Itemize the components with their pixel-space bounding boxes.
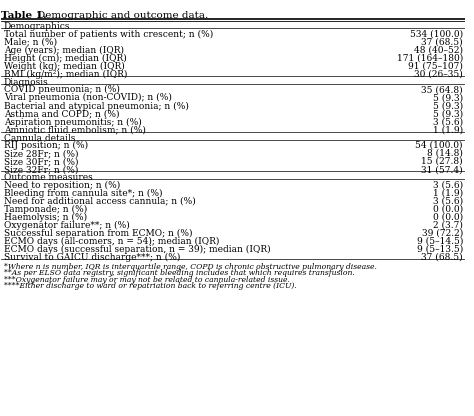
Text: Tamponade; n (%): Tamponade; n (%) [4,205,87,214]
Text: 5 (9.3): 5 (9.3) [433,102,463,110]
Text: 54 (100.0): 54 (100.0) [415,141,463,150]
Text: Size 32Fr; n (%): Size 32Fr; n (%) [4,165,78,174]
Text: 171 (164–180): 171 (164–180) [397,54,463,63]
Text: 91 (75–107): 91 (75–107) [408,62,463,71]
Text: Height (cm); median (IQR): Height (cm); median (IQR) [4,54,127,63]
Text: 5 (9.3): 5 (9.3) [433,109,463,119]
Text: 39 (72.2): 39 (72.2) [422,229,463,238]
Text: 1 (1.9): 1 (1.9) [433,126,463,135]
Text: 3 (5.6): 3 (5.6) [433,181,463,189]
Text: Age (years); median (IQR): Age (years); median (IQR) [4,46,124,55]
Text: Survival to GAICU discharge***; n (%): Survival to GAICU discharge***; n (%) [4,253,180,262]
Text: Outcome measures: Outcome measures [4,173,92,182]
Text: Viral pneumonia (non-COVID); n (%): Viral pneumonia (non-COVID); n (%) [4,93,172,102]
Text: 37 (68.5): 37 (68.5) [421,253,463,262]
Text: 48 (40–52): 48 (40–52) [414,46,463,55]
Text: ***Oxygenator failure may or may not be related to cannula-related issue.: ***Oxygenator failure may or may not be … [4,276,290,284]
Text: Diagnosis: Diagnosis [4,78,48,87]
Text: Bacterial and atypical pneumonia; n (%): Bacterial and atypical pneumonia; n (%) [4,102,189,111]
Text: 35 (64.8): 35 (64.8) [421,85,463,94]
Text: Size 28Fr; n (%): Size 28Fr; n (%) [4,149,78,158]
Text: 1 (1.9): 1 (1.9) [433,188,463,198]
Text: 3 (5.6): 3 (5.6) [433,196,463,206]
Text: Asthma and COPD; n (%): Asthma and COPD; n (%) [4,109,119,119]
Text: Oxygenator failure**; n (%): Oxygenator failure**; n (%) [4,220,129,230]
Text: 534 (100.0): 534 (100.0) [410,30,463,39]
Text: 5 (9.3): 5 (9.3) [433,93,463,102]
Text: Weight (kg); median (IQR): Weight (kg); median (IQR) [4,62,125,71]
Text: **As per ELSO data registry, significant bleeding includes that which requires t: **As per ELSO data registry, significant… [4,270,355,277]
Text: 30 (26–35): 30 (26–35) [414,70,463,79]
Text: *Where n is number, IQR is interquartile range, COPD is chronic obstructive pulm: *Where n is number, IQR is interquartile… [4,263,376,271]
Text: Demographics: Demographics [4,22,70,32]
Text: ECMO days (successful separation, n = 39); median (IQR): ECMO days (successful separation, n = 39… [4,245,270,254]
Text: Cannula details: Cannula details [4,134,75,143]
Text: 8 (14.8): 8 (14.8) [427,149,463,158]
Text: Need for additional access cannula; n (%): Need for additional access cannula; n (%… [4,196,195,206]
Text: Total number of patients with crescent; n (%): Total number of patients with crescent; … [4,30,213,39]
Text: Aspiration pneumonitis; n (%): Aspiration pneumonitis; n (%) [4,118,141,126]
Text: 2 (3.7): 2 (3.7) [433,220,463,230]
Text: Size 30Fr; n (%): Size 30Fr; n (%) [4,157,78,166]
Text: ****Either discharge to ward or repatriation back to referring centre (ICU).: ****Either discharge to ward or repatria… [4,282,296,290]
Text: ECMO days (all-comers, n = 54); median (IQR): ECMO days (all-comers, n = 54); median (… [4,237,219,246]
Text: Bleeding from cannula site*; n (%): Bleeding from cannula site*; n (%) [4,188,162,198]
Text: BMI (kg/m²); median (IQR): BMI (kg/m²); median (IQR) [4,70,127,79]
Text: Successful separation from ECMO; n (%): Successful separation from ECMO; n (%) [4,229,192,238]
Text: Need to reposition; n (%): Need to reposition; n (%) [4,181,120,190]
Text: Table 1.: Table 1. [1,11,47,20]
Text: Haemolysis; n (%): Haemolysis; n (%) [4,213,87,222]
Text: Demographic and outcome data.: Demographic and outcome data. [36,11,208,20]
Text: 9 (5–14.5): 9 (5–14.5) [417,237,463,246]
Text: 31 (57.4): 31 (57.4) [421,165,463,174]
Text: 0 (0.0): 0 (0.0) [433,213,463,222]
Text: 15 (27.8): 15 (27.8) [421,157,463,166]
Text: RIJ position; n (%): RIJ position; n (%) [4,141,88,150]
Text: 9 (5–13.5): 9 (5–13.5) [417,245,463,254]
Text: 37 (68.5): 37 (68.5) [421,38,463,47]
Text: COVID pneumonia; n (%): COVID pneumonia; n (%) [4,85,119,94]
Text: Male; n (%): Male; n (%) [4,38,57,47]
Text: Amniotic fluid embolism; n (%): Amniotic fluid embolism; n (%) [4,126,146,135]
Text: 3 (5.6): 3 (5.6) [433,118,463,126]
Text: 0 (0.0): 0 (0.0) [433,205,463,213]
